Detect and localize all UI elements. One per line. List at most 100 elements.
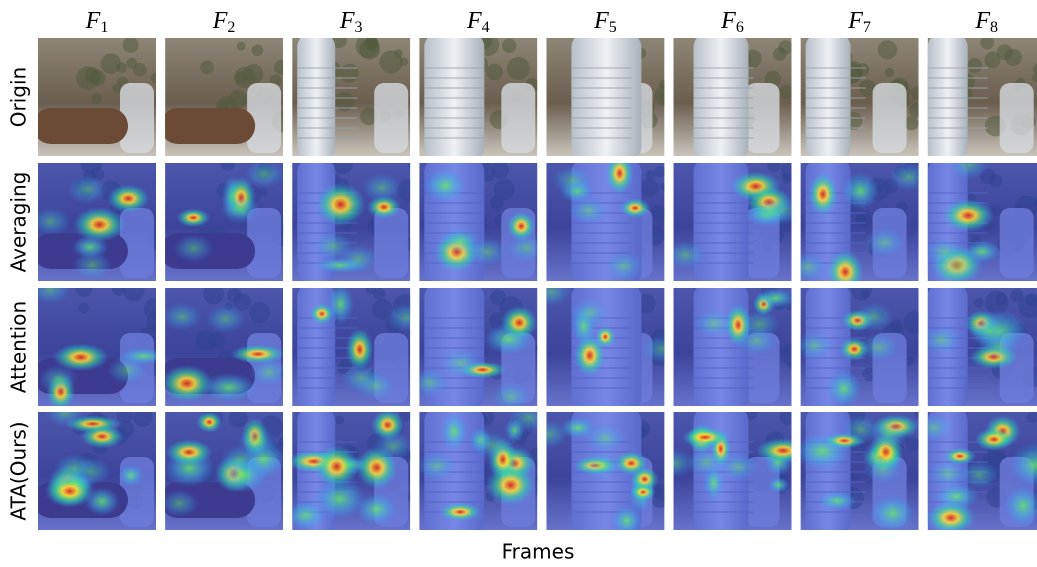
header-part: 1 bbox=[100, 19, 108, 36]
heat-blob bbox=[73, 207, 125, 242]
heat-glow bbox=[751, 199, 791, 227]
pattern bbox=[486, 64, 503, 81]
heat-glow bbox=[373, 432, 413, 460]
pattern bbox=[92, 93, 103, 104]
image-cell bbox=[531, 278, 682, 411]
heat-glow bbox=[568, 197, 608, 225]
image-cell bbox=[33, 399, 156, 530]
heat-glow bbox=[441, 349, 481, 377]
heat-glow bbox=[162, 303, 202, 331]
header-part: 3 bbox=[355, 19, 363, 36]
header-part: F bbox=[720, 8, 736, 34]
pattern bbox=[394, 49, 403, 58]
figure: Frames F1F2F3F4F5F6F7F8OriginAveragingAt… bbox=[0, 0, 1037, 567]
pattern bbox=[200, 60, 214, 74]
image-cell bbox=[419, 158, 546, 286]
column-header: F8 bbox=[974, 8, 998, 36]
pattern bbox=[133, 63, 147, 77]
heat-glow bbox=[107, 356, 147, 384]
heat-blob bbox=[327, 284, 354, 324]
heat-glow bbox=[869, 420, 909, 448]
pattern bbox=[967, 58, 982, 73]
heat-glow bbox=[913, 414, 953, 442]
heat-glow bbox=[472, 431, 512, 459]
heat-blob bbox=[165, 439, 212, 465]
row-label: Origin bbox=[7, 67, 31, 127]
heat-glow bbox=[585, 424, 625, 452]
pattern bbox=[151, 72, 163, 84]
heat-glow bbox=[491, 382, 531, 410]
heat-blob bbox=[768, 477, 790, 493]
pattern bbox=[778, 40, 792, 54]
heat-glow bbox=[244, 160, 284, 188]
pattern bbox=[123, 37, 139, 53]
heat-blob bbox=[486, 464, 536, 505]
image-cell bbox=[292, 283, 426, 411]
heat-glow bbox=[67, 176, 107, 204]
heat-blob bbox=[84, 487, 119, 516]
pattern bbox=[909, 103, 924, 118]
heat-glow bbox=[285, 502, 325, 530]
heat-blob bbox=[107, 185, 149, 213]
image-cell bbox=[794, 404, 925, 535]
heat-blob bbox=[424, 168, 467, 202]
pattern bbox=[274, 60, 289, 75]
heat-blob bbox=[827, 250, 864, 293]
heat-glow bbox=[206, 305, 246, 333]
heat-blob bbox=[817, 491, 856, 510]
heat-glow bbox=[173, 234, 213, 262]
image-cell bbox=[665, 158, 802, 286]
heat-glow bbox=[362, 174, 402, 202]
pattern bbox=[885, 68, 894, 77]
header-part: 6 bbox=[736, 19, 744, 36]
heat-glow bbox=[506, 234, 546, 262]
heat-blob bbox=[316, 183, 366, 227]
heat-glow bbox=[417, 452, 457, 480]
header-part: 8 bbox=[990, 19, 998, 36]
heat-blob bbox=[595, 326, 615, 347]
pattern bbox=[502, 39, 516, 53]
image-cell bbox=[674, 282, 804, 411]
bottle bbox=[694, 33, 749, 161]
row-label: Averaging bbox=[7, 172, 31, 273]
image-cell bbox=[160, 283, 289, 406]
image-cell bbox=[546, 152, 669, 286]
pattern bbox=[237, 42, 246, 51]
pattern bbox=[235, 71, 247, 83]
heat-blob bbox=[161, 365, 214, 402]
column-header: F4 bbox=[466, 8, 490, 36]
heat-blob bbox=[620, 198, 651, 217]
heat-glow bbox=[889, 163, 929, 191]
pattern bbox=[85, 67, 102, 84]
header-part: F bbox=[212, 8, 228, 34]
pattern bbox=[779, 85, 793, 99]
heat-glow bbox=[409, 369, 449, 397]
jar bbox=[374, 83, 408, 153]
header-part: F bbox=[847, 8, 863, 34]
header-part: 4 bbox=[482, 19, 490, 36]
heat-blob bbox=[826, 371, 861, 407]
heat-blob bbox=[755, 288, 796, 308]
header-part: 5 bbox=[609, 19, 617, 36]
bottle bbox=[806, 33, 851, 161]
bottle bbox=[424, 33, 484, 161]
heat-glow bbox=[355, 372, 395, 400]
heat-glow bbox=[864, 229, 904, 257]
heat-glow bbox=[31, 208, 71, 236]
column-header: F6 bbox=[720, 8, 744, 36]
heat-glow bbox=[604, 252, 644, 280]
pattern bbox=[984, 52, 1000, 68]
heat-blob bbox=[118, 465, 143, 487]
pattern bbox=[340, 64, 359, 83]
heat-glow bbox=[220, 196, 260, 224]
bottle bbox=[297, 33, 335, 161]
heat-glow bbox=[467, 238, 507, 266]
image-cell bbox=[801, 33, 925, 161]
image-cell bbox=[419, 32, 539, 161]
heat-glow bbox=[859, 333, 899, 361]
bottle bbox=[928, 33, 968, 161]
header-part: 7 bbox=[863, 19, 871, 36]
heat-blob bbox=[975, 428, 1013, 451]
header-part: F bbox=[974, 8, 990, 34]
heat-glow bbox=[54, 454, 94, 482]
